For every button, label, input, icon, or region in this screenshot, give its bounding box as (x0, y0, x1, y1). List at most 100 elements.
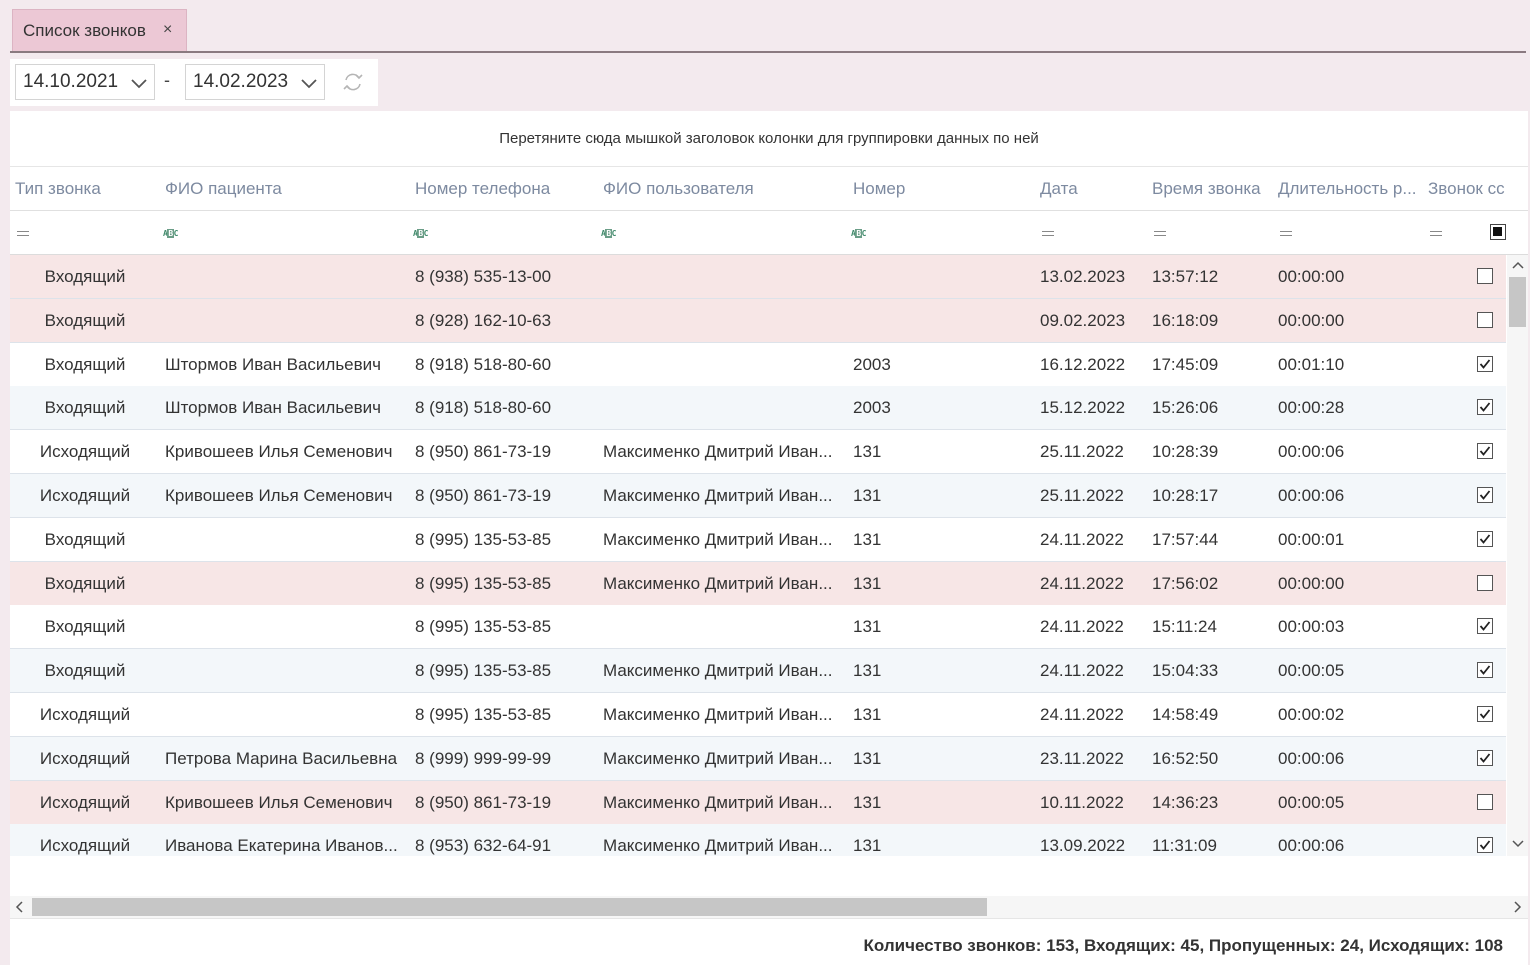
call-time-cell: 17:45:09 (1152, 355, 1219, 374)
table-row[interactable]: Исходящий Петрова Марина Васильевна 8 (999… (10, 737, 1506, 781)
close-icon[interactable]: × (163, 21, 173, 38)
connected-checkbox[interactable] (1477, 443, 1493, 459)
call-duration-cell: 00:00:00 (1278, 574, 1345, 593)
extension-number-cell: 131 (853, 617, 882, 636)
chevron-down-icon[interactable] (300, 74, 318, 92)
table-row[interactable]: Исходящий Кривошеев Илья Семенович 8 (950)… (10, 430, 1506, 474)
call-date-cell: 16.12.2022 (1040, 355, 1126, 374)
call-duration-cell: 00:00:01 (1278, 530, 1345, 549)
extension-number-cell: 131 (853, 486, 882, 505)
connected-checkbox[interactable] (1477, 837, 1493, 853)
table-row[interactable]: Входящий 8 (938) 535-13-00 13.02.2023 13:57… (10, 255, 1506, 299)
user-name-cell: Максименко Дмитрий Иван... (603, 836, 833, 855)
call-time-cell: 10:28:39 (1152, 442, 1219, 461)
horizontal-scroll-thumb[interactable] (32, 898, 987, 916)
phone-number-cell: 8 (950) 861-73-19 (415, 486, 552, 505)
connected-checkbox[interactable] (1477, 794, 1493, 810)
phone-number-cell: 8 (953) 632-64-91 (415, 836, 552, 855)
call-type-cell: Исходящий (39, 749, 131, 768)
patient-name-cell (165, 605, 405, 648)
table-row[interactable]: Исходящий Иванова Екатерина Иванов... 8 (9… (10, 824, 1506, 856)
call-date-cell: 15.12.2022 (1040, 398, 1126, 417)
text-filter-icon[interactable]: ABC (851, 228, 866, 238)
equals-filter-icon[interactable] (17, 230, 29, 236)
column-header-patient[interactable]: ФИО пациента (165, 179, 282, 198)
column-header-number[interactable]: Номер (853, 179, 906, 198)
horizontal-scrollbar[interactable] (10, 896, 1528, 918)
connected-checkbox[interactable] (1477, 618, 1493, 634)
equals-filter-icon[interactable] (1154, 230, 1166, 236)
table-row[interactable]: Входящий 8 (928) 162-10-63 09.02.2023 16:18… (10, 299, 1506, 343)
call-type-cell: Входящий (44, 661, 126, 680)
table-row[interactable]: Входящий Штормов Иван Васильевич 8 (918) 5… (10, 386, 1506, 430)
group-panel[interactable]: Перетяните сюда мышкой заголовок колонки… (10, 111, 1528, 167)
connected-checkbox[interactable] (1477, 662, 1493, 678)
call-duration-cell: 00:00:05 (1278, 793, 1345, 812)
table-row[interactable]: Входящий 8 (995) 135-53-85 Максименко Дмит… (10, 649, 1506, 693)
grid-footer: Количество звонков: 153, Входящих: 45, П… (10, 918, 1528, 965)
patient-name-cell: Штормов Иван Васильевич (165, 398, 382, 417)
call-time-cell: 16:52:50 (1152, 749, 1219, 768)
tab-call-list[interactable]: Список звонков × (12, 9, 187, 52)
call-duration-cell: 00:00:06 (1278, 836, 1345, 855)
table-row[interactable]: Входящий Штормов Иван Васильевич 8 (918) 5… (10, 343, 1506, 387)
tab-title: Список звонков (23, 21, 146, 40)
connected-checkbox[interactable] (1477, 575, 1493, 591)
column-header-date[interactable]: Дата (1040, 179, 1078, 198)
table-row[interactable]: Исходящий Кривошеев Илья Семенович 8 (950)… (10, 474, 1506, 518)
user-name-cell: Максименко Дмитрий Иван... (603, 574, 833, 593)
table-row[interactable]: Исходящий 8 (995) 135-53-85 Максименко Дми… (10, 693, 1506, 737)
vertical-scroll-thumb[interactable] (1509, 277, 1526, 327)
connected-checkbox[interactable] (1477, 356, 1493, 372)
filter-row: ABC ABC ABC ABC (10, 211, 1528, 255)
check-icon (1479, 534, 1491, 544)
connected-checkbox[interactable] (1477, 531, 1493, 547)
patient-name-cell (165, 255, 405, 298)
extension-number-cell: 2003 (853, 355, 891, 374)
connected-checkbox[interactable] (1477, 268, 1493, 284)
check-icon (1479, 840, 1491, 850)
patient-name-cell (165, 518, 405, 561)
column-header-phone[interactable]: Номер телефона (415, 179, 551, 198)
date-from-picker[interactable]: 14.10.2021 (15, 64, 155, 100)
chevron-down-icon[interactable] (130, 74, 148, 92)
extension-number-cell (853, 255, 1033, 298)
text-filter-icon[interactable]: ABC (413, 228, 428, 238)
call-date-cell: 24.11.2022 (1040, 661, 1124, 680)
vertical-scrollbar[interactable] (1507, 255, 1528, 856)
call-type-cell: Исходящий (39, 705, 131, 724)
patient-name-cell (165, 299, 405, 342)
table-row[interactable]: Входящий 8 (995) 135-53-85 131 24.11.2022 15… (10, 605, 1506, 649)
connected-checkbox[interactable] (1477, 487, 1493, 503)
equals-filter-icon[interactable] (1430, 230, 1442, 236)
call-duration-cell: 00:00:06 (1278, 486, 1345, 505)
scroll-down-icon[interactable] (1512, 838, 1524, 850)
scroll-right-icon[interactable] (1511, 901, 1523, 913)
refresh-icon[interactable] (342, 71, 364, 93)
user-name-cell (603, 386, 845, 429)
table-row[interactable]: Входящий 8 (995) 135-53-85 Максименко Дмит… (10, 562, 1506, 606)
date-to-picker[interactable]: 14.02.2023 (185, 64, 325, 100)
call-type-cell: Входящий (44, 355, 126, 374)
call-time-cell: 15:04:33 (1152, 661, 1219, 680)
connected-checkbox[interactable] (1477, 750, 1493, 766)
column-header-duration[interactable]: Длительность р... (1278, 179, 1417, 198)
connected-checkbox[interactable] (1477, 399, 1493, 415)
column-header-time[interactable]: Время звонка (1152, 179, 1261, 198)
connected-checkbox[interactable] (1477, 312, 1493, 328)
connected-filter-checkbox[interactable] (1490, 224, 1506, 240)
scroll-up-icon[interactable] (1512, 259, 1524, 271)
column-header-connected[interactable]: Звонок сс (1428, 179, 1505, 198)
call-type-cell: Входящий (44, 311, 126, 330)
connected-checkbox[interactable] (1477, 706, 1493, 722)
equals-filter-icon[interactable] (1280, 230, 1292, 236)
text-filter-icon[interactable]: ABC (163, 228, 178, 238)
phone-number-cell: 8 (950) 861-73-19 (415, 442, 552, 461)
equals-filter-icon[interactable] (1042, 230, 1054, 236)
column-header-type[interactable]: Тип звонка (15, 179, 101, 198)
table-row[interactable]: Входящий 8 (995) 135-53-85 Максименко Дмит… (10, 518, 1506, 562)
scroll-left-icon[interactable] (14, 901, 26, 913)
column-header-user[interactable]: ФИО пользователя (603, 179, 754, 198)
table-row[interactable]: Исходящий Кривошеев Илья Семенович 8 (950)… (10, 781, 1506, 825)
text-filter-icon[interactable]: ABC (601, 228, 616, 238)
